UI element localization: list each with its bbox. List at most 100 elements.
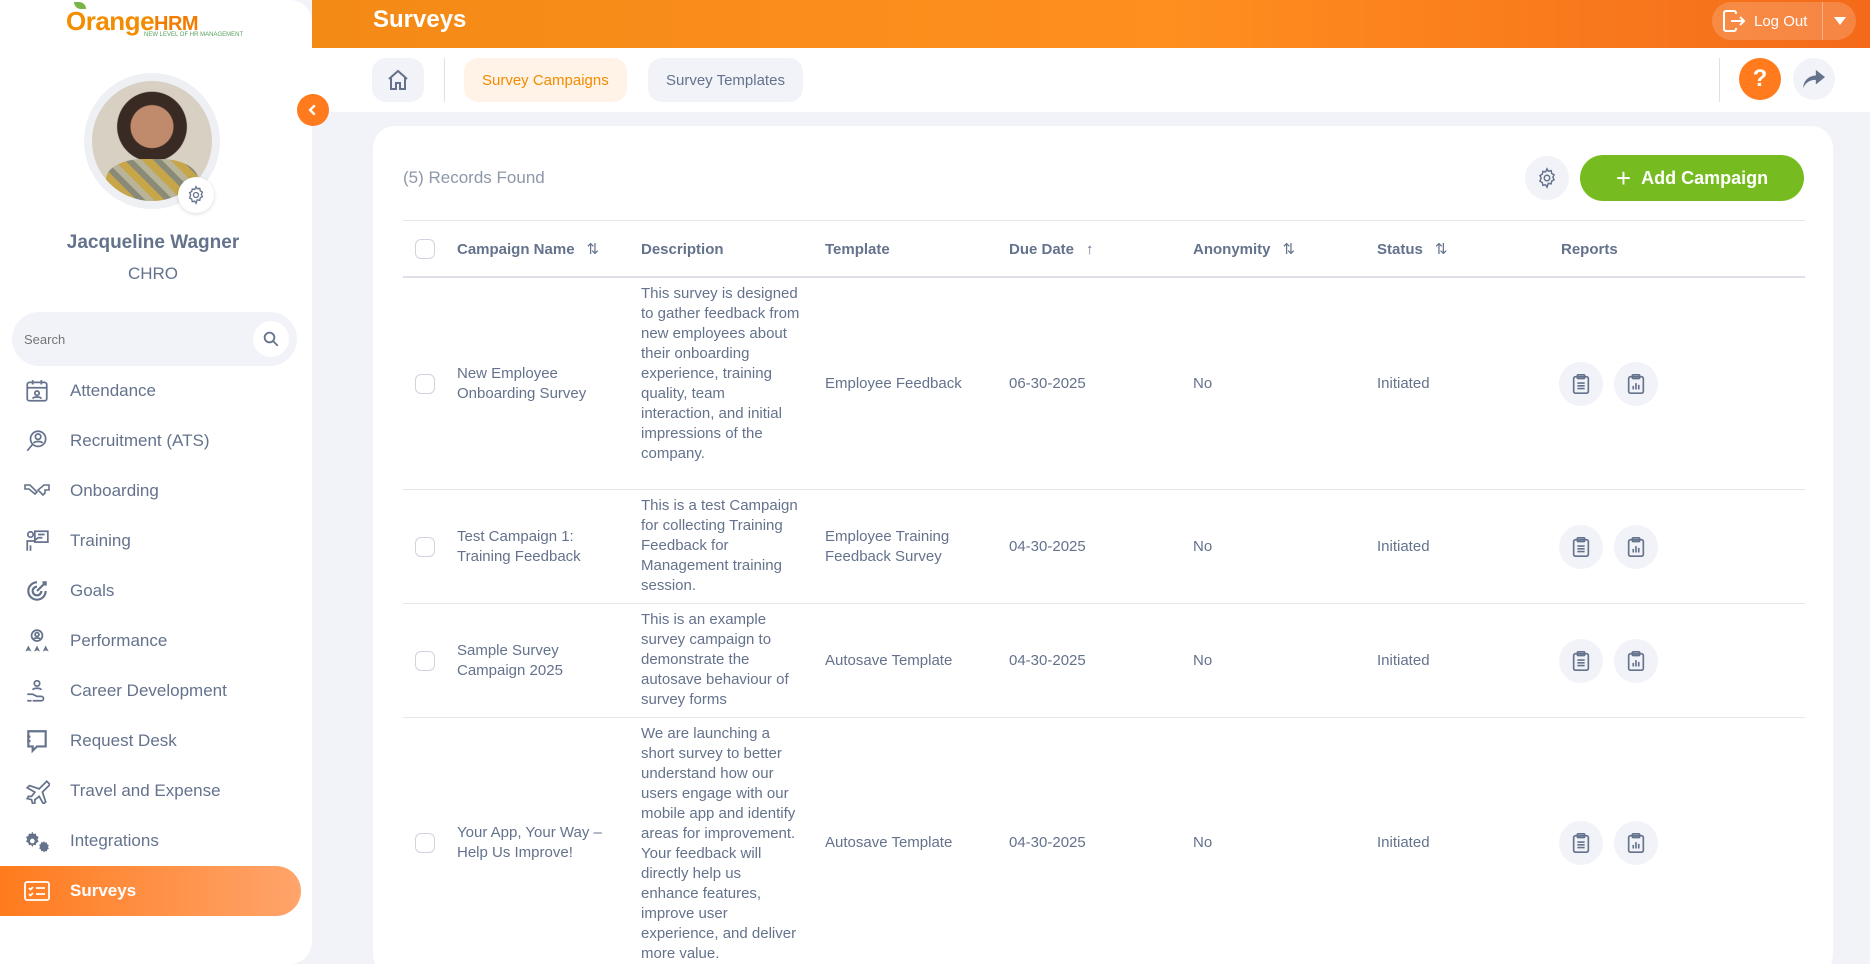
sidebar-item-career-development[interactable]: Career Development bbox=[0, 666, 312, 716]
add-campaign-label: Add Campaign bbox=[1641, 167, 1769, 188]
column-header-anonymity[interactable]: Anonymity ⇅ bbox=[1193, 240, 1296, 259]
profile-settings-button[interactable] bbox=[178, 177, 214, 213]
view-analytics-button[interactable] bbox=[1614, 362, 1658, 406]
sidebar-item-travel-expense[interactable]: Travel and Expense bbox=[0, 766, 312, 816]
clipboard-chart-icon bbox=[1627, 651, 1645, 671]
logout-button[interactable]: Log Out bbox=[1712, 2, 1822, 40]
add-campaign-button[interactable]: + Add Campaign bbox=[1580, 155, 1804, 201]
performance-icon bbox=[22, 626, 52, 656]
top-bar: Surveys Log Out bbox=[312, 0, 1870, 48]
sidebar-item-label: Recruitment (ATS) bbox=[70, 431, 210, 450]
table-row[interactable]: Test Campaign 1: Training Feedback This … bbox=[403, 490, 1805, 604]
share-button[interactable] bbox=[1793, 58, 1835, 100]
campaign-name[interactable]: Your App, Your Way – Help Us Improve! bbox=[457, 824, 602, 861]
clipboard-chart-icon bbox=[1627, 833, 1645, 853]
tab-survey-campaigns[interactable]: Survey Campaigns bbox=[464, 58, 627, 102]
help-button[interactable]: ? bbox=[1739, 58, 1781, 100]
training-icon bbox=[22, 526, 52, 556]
row-checkbox[interactable] bbox=[415, 651, 435, 671]
campaign-anonymity: No bbox=[1193, 834, 1213, 851]
view-report-button[interactable] bbox=[1559, 525, 1603, 569]
campaign-status: Initiated bbox=[1377, 375, 1430, 392]
sidebar-item-training[interactable]: Training bbox=[0, 516, 312, 566]
campaign-template: Employee Training Feedback Survey bbox=[825, 528, 950, 565]
table-settings-button[interactable] bbox=[1525, 156, 1569, 200]
campaign-template: Employee Feedback bbox=[825, 375, 962, 392]
search-button[interactable] bbox=[253, 321, 289, 357]
sidebar-item-goals[interactable]: Goals bbox=[0, 566, 312, 616]
page-title: Surveys bbox=[373, 6, 467, 33]
table-header: Campaign Name ⇅ Description Template Due … bbox=[403, 220, 1805, 278]
campaign-anonymity: No bbox=[1193, 375, 1213, 392]
sort-ascending-icon[interactable]: ↑ bbox=[1086, 240, 1094, 258]
sidebar-collapse-button[interactable] bbox=[297, 94, 329, 126]
goals-icon bbox=[22, 576, 52, 606]
logout-label: Log Out bbox=[1754, 12, 1808, 30]
view-report-button[interactable] bbox=[1559, 821, 1603, 865]
view-analytics-button[interactable] bbox=[1614, 639, 1658, 683]
view-report-button[interactable] bbox=[1559, 639, 1603, 683]
row-checkbox[interactable] bbox=[415, 537, 435, 557]
home-icon bbox=[388, 69, 408, 90]
sort-icon[interactable]: ⇅ bbox=[1434, 241, 1448, 258]
caret-down-icon bbox=[1833, 17, 1846, 25]
gears-icon bbox=[22, 826, 52, 856]
sidebar-item-label: Training bbox=[70, 531, 131, 550]
attendance-icon bbox=[22, 376, 52, 406]
clipboard-report-icon bbox=[1572, 651, 1590, 671]
row-checkbox[interactable] bbox=[415, 374, 435, 394]
sort-icon[interactable]: ⇅ bbox=[586, 241, 600, 258]
table-row[interactable]: Your App, Your Way – Help Us Improve! We… bbox=[403, 718, 1805, 964]
orangehrm-logo[interactable]: OrangeHRM NEW LEVEL OF HR MANAGEMENT bbox=[66, 2, 246, 44]
column-header-template: Template bbox=[825, 240, 890, 258]
clipboard-chart-icon bbox=[1627, 537, 1645, 557]
sidebar-item-recruitment[interactable]: Recruitment (ATS) bbox=[0, 416, 312, 466]
clipboard-report-icon bbox=[1572, 537, 1590, 557]
sidebar-item-surveys[interactable]: Surveys bbox=[0, 866, 301, 916]
share-arrow-icon bbox=[1803, 69, 1825, 89]
view-report-button[interactable] bbox=[1559, 362, 1603, 406]
sidebar-item-integrations[interactable]: Integrations bbox=[0, 816, 312, 866]
sidebar-item-performance[interactable]: Performance bbox=[0, 616, 312, 666]
select-all-checkbox[interactable] bbox=[415, 239, 435, 259]
column-header-due-date[interactable]: Due Date ↑ bbox=[1009, 240, 1094, 258]
campaign-template: Autosave Template bbox=[825, 834, 953, 851]
clipboard-report-icon bbox=[1572, 374, 1590, 394]
table-row[interactable]: New Employee Onboarding Survey This surv… bbox=[403, 278, 1805, 490]
column-header-status[interactable]: Status ⇅ bbox=[1377, 240, 1448, 259]
column-header-reports: Reports bbox=[1561, 240, 1618, 258]
campaign-description: This survey is designed to gather feedba… bbox=[641, 285, 800, 462]
tab-survey-templates[interactable]: Survey Templates bbox=[648, 58, 803, 102]
view-analytics-button[interactable] bbox=[1614, 821, 1658, 865]
plane-icon bbox=[22, 776, 52, 806]
campaign-status: Initiated bbox=[1377, 652, 1430, 669]
search-input[interactable] bbox=[24, 326, 244, 352]
sort-icon[interactable]: ⇅ bbox=[1282, 241, 1296, 258]
column-header-campaign-name[interactable]: Campaign Name ⇅ bbox=[457, 240, 600, 259]
sidebar-item-onboarding[interactable]: Onboarding bbox=[0, 466, 312, 516]
campaigns-table-body: New Employee Onboarding Survey This surv… bbox=[403, 278, 1805, 964]
sidebar-item-attendance[interactable]: Attendance bbox=[0, 366, 312, 416]
user-menu-dropdown[interactable] bbox=[1822, 2, 1856, 40]
campaigns-card: (5) Records Found + Add Campaign Campaig… bbox=[373, 126, 1833, 964]
campaign-name[interactable]: New Employee Onboarding Survey bbox=[457, 365, 587, 402]
divider bbox=[1719, 58, 1720, 102]
sidebar-item-label: Performance bbox=[70, 631, 168, 650]
column-header-description: Description bbox=[641, 240, 724, 258]
records-count: (5) Records Found bbox=[403, 168, 545, 187]
sidebar-item-request-desk[interactable]: Request Desk bbox=[0, 716, 312, 766]
row-checkbox[interactable] bbox=[415, 833, 435, 853]
campaign-name[interactable]: Test Campaign 1: Training Feedback bbox=[457, 528, 581, 565]
clipboard-report-icon bbox=[1572, 833, 1590, 853]
campaign-due-date: 04-30-2025 bbox=[1009, 652, 1086, 669]
view-analytics-button[interactable] bbox=[1614, 525, 1658, 569]
logout-icon bbox=[1723, 10, 1746, 32]
campaign-name[interactable]: Sample Survey Campaign 2025 bbox=[457, 642, 563, 679]
chevron-left-icon bbox=[308, 104, 316, 116]
logo-tagline: NEW LEVEL OF HR MANAGEMENT bbox=[144, 32, 244, 38]
table-row[interactable]: Sample Survey Campaign 2025 This is an e… bbox=[403, 604, 1805, 718]
sidebar-item-label: Integrations bbox=[70, 831, 159, 850]
campaign-template: Autosave Template bbox=[825, 652, 953, 669]
home-button[interactable] bbox=[372, 58, 424, 102]
campaign-due-date: 04-30-2025 bbox=[1009, 834, 1086, 851]
